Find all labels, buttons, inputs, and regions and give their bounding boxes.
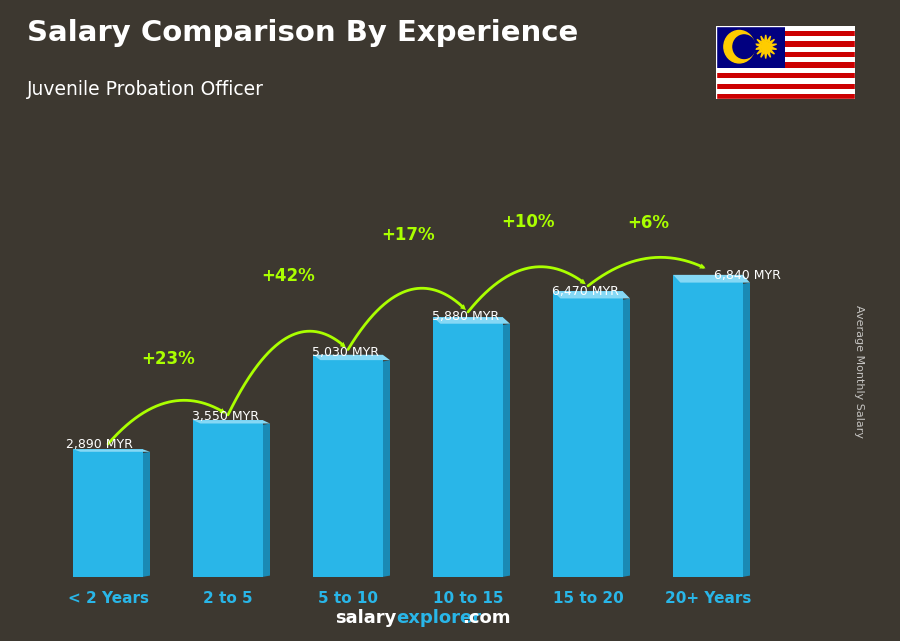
Bar — [716, 89, 855, 94]
Bar — [716, 78, 855, 83]
Text: 6,470 MYR: 6,470 MYR — [552, 285, 619, 297]
Text: +10%: +10% — [501, 213, 554, 231]
Bar — [716, 83, 855, 89]
Bar — [716, 36, 855, 42]
Circle shape — [724, 31, 754, 63]
Bar — [716, 62, 855, 68]
Polygon shape — [143, 452, 150, 577]
Polygon shape — [194, 420, 270, 424]
Polygon shape — [73, 449, 150, 452]
Bar — [73, 449, 143, 577]
Bar — [554, 291, 623, 577]
Bar — [313, 354, 382, 577]
Text: +17%: +17% — [382, 226, 435, 244]
Text: salary: salary — [335, 609, 396, 627]
Polygon shape — [554, 291, 630, 299]
Text: 6,840 MYR: 6,840 MYR — [714, 269, 781, 281]
Text: +42%: +42% — [261, 267, 315, 285]
Polygon shape — [673, 275, 750, 283]
Bar — [716, 73, 855, 78]
Text: Juvenile Probation Officer: Juvenile Probation Officer — [27, 80, 264, 99]
Bar — [716, 26, 855, 31]
Bar — [716, 47, 855, 52]
Text: 5,880 MYR: 5,880 MYR — [432, 310, 500, 323]
Polygon shape — [313, 354, 390, 360]
Text: .com: .com — [462, 609, 510, 627]
Text: Salary Comparison By Experience: Salary Comparison By Experience — [27, 19, 578, 47]
Text: +23%: +23% — [141, 351, 195, 369]
Polygon shape — [503, 324, 510, 577]
Bar — [194, 420, 263, 577]
Bar — [716, 68, 855, 73]
Polygon shape — [382, 360, 390, 577]
Bar — [716, 26, 785, 68]
Bar — [673, 275, 742, 577]
Polygon shape — [263, 424, 270, 577]
Polygon shape — [755, 35, 777, 58]
Text: 5,030 MYR: 5,030 MYR — [312, 346, 379, 359]
Text: 3,550 MYR: 3,550 MYR — [192, 410, 259, 422]
Text: +6%: +6% — [627, 214, 669, 232]
Text: explorer: explorer — [396, 609, 482, 627]
Polygon shape — [742, 283, 750, 577]
Text: Average Monthly Salary: Average Monthly Salary — [854, 305, 865, 438]
Bar — [433, 317, 503, 577]
Bar — [716, 52, 855, 57]
Bar — [716, 31, 855, 36]
Bar — [716, 42, 855, 47]
Circle shape — [733, 35, 755, 58]
Polygon shape — [623, 299, 630, 577]
Text: 2,890 MYR: 2,890 MYR — [66, 438, 133, 451]
Bar — [716, 94, 855, 99]
Bar — [716, 57, 855, 62]
Polygon shape — [433, 317, 510, 324]
